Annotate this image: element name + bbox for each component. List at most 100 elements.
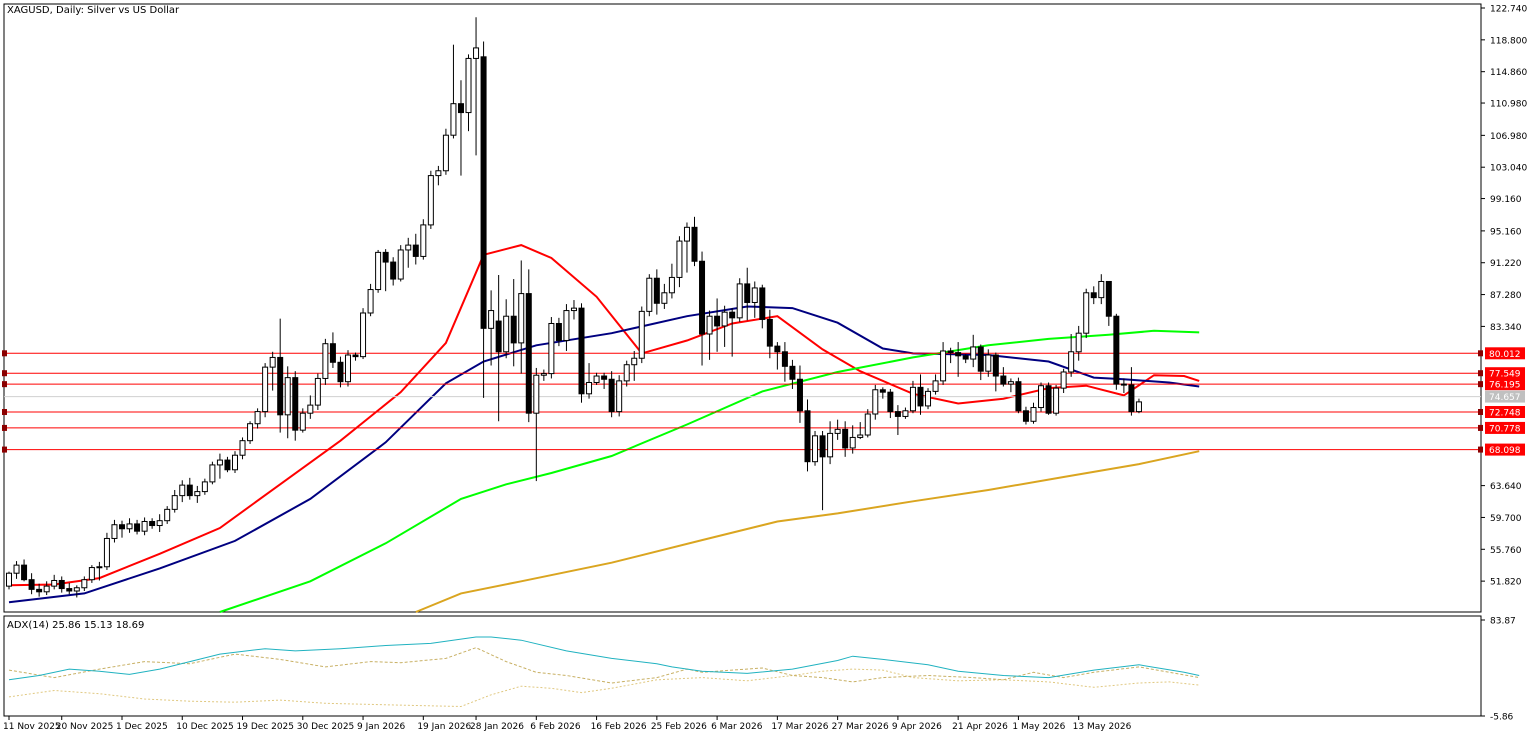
bull-candle [570,307,577,312]
bear-candle [352,354,359,358]
bull-candle [1053,387,1060,414]
bull-candle [1083,292,1090,334]
bear-candle [1113,315,1120,385]
bear-candle [1128,384,1135,413]
date-tick-label: 13 May 2026 [1073,722,1132,732]
level-price-tag [1485,421,1525,434]
level-marker-left [2,424,7,431]
date-tick-label: 9 Jan 2026 [357,722,405,732]
bull-candle [43,585,50,593]
bear-candle [947,350,954,354]
adx-line [8,636,1200,681]
bull-candle [661,292,668,304]
bear-candle [766,318,773,347]
bear-candle [412,244,419,257]
plus-di-line [8,647,1200,684]
bull-candle [932,380,939,392]
bull-candle [563,310,570,341]
bull-candle [254,411,261,425]
bull-candle [812,435,819,463]
level-marker-right [1478,446,1483,453]
level-price-label: 76.195 [1489,381,1521,391]
price-tick-label: 91.220 [1490,259,1522,269]
bull-candle [231,454,238,471]
bull-candle [1038,385,1045,409]
adx-label: ADX(14) 25.86 15.13 18.69 [7,620,144,631]
bear-candle [774,345,781,353]
bear-candle [977,346,984,372]
bull-candle [103,537,110,568]
level-price-label: 68.098 [1489,446,1521,456]
bull-candle [518,293,525,344]
date-tick-label: 11 Nov 2025 [3,722,61,732]
bear-candle [796,378,803,412]
bull-candle [6,572,12,587]
bull-candle [586,381,593,395]
price-tick-label: 99.160 [1490,195,1522,205]
date-tick-label: 17 Mar 2026 [771,722,828,732]
price-tick-label: 51.820 [1490,578,1522,588]
chart-frame [3,3,1482,717]
level-marker-left [2,381,7,388]
date-tick-label: 1 Dec 2025 [116,722,168,732]
bull-candle [736,283,743,319]
date-tick-label: 10 Dec 2025 [176,722,234,732]
bear-candle [292,377,299,431]
price-tick-label: 87.280 [1490,291,1522,301]
price-tick-label: 95.160 [1490,227,1522,237]
bull-candle [751,287,758,303]
bull-candle [1098,280,1105,299]
bear-candle [149,520,156,527]
bull-candle [872,389,879,415]
price-tick-label: 114.860 [1490,68,1527,78]
bull-candle [925,390,932,407]
bull-candle [540,373,547,376]
price-tick-label: 103.040 [1490,164,1527,174]
moving-average-line [8,244,1200,587]
bear-candle [601,375,608,380]
bull-candle [96,566,103,569]
bear-candle [894,411,901,417]
bull-candle [247,423,254,442]
bear-candle [691,226,698,262]
bear-candle [224,459,231,471]
level-marker-left [2,446,7,453]
bear-candle [66,588,73,592]
horizontal-levels [2,350,1483,453]
level-price-label: 70.778 [1489,424,1521,434]
price-tick-label: 63.640 [1490,482,1522,492]
date-tick-label: 27 Mar 2026 [832,722,889,732]
bear-candle [186,484,193,497]
bull-candle [73,587,80,592]
adx-tick-label: -5.86 [1490,713,1514,723]
axes: 122.740 118.800 114.860 110.980 106.980 103.0… [3,5,1527,733]
price-tick-label: 83.340 [1490,323,1522,333]
bear-candle [1000,375,1007,385]
price-tick-label: 59.700 [1490,514,1522,524]
bear-candle [118,524,125,530]
date-tick-label: 25 Feb 2026 [651,722,707,732]
bull-candle [51,579,58,587]
bear-candle [992,354,999,377]
date-tick-label: 19 Jan 2026 [417,722,471,732]
bull-candle [909,386,916,412]
bull-candle [111,524,118,539]
adx-panel [3,615,1482,717]
bear-candle [525,293,532,414]
bull-candle [503,315,510,353]
price-tick-label: 106.980 [1490,132,1527,142]
bull-candle [683,226,690,242]
level-marker-right [1478,424,1483,431]
date-tick-label: 21 Apr 2026 [952,722,1008,732]
level-price-tag [1485,347,1525,360]
bull-candle [668,276,675,294]
bear-candle [789,365,796,380]
bear-candle [382,251,389,263]
bull-candle [209,464,216,483]
level-price-tag [1485,406,1525,419]
bull-candle [239,440,246,456]
bull-candle [81,579,88,589]
bull-candle [616,380,623,413]
bear-candle [879,389,886,393]
